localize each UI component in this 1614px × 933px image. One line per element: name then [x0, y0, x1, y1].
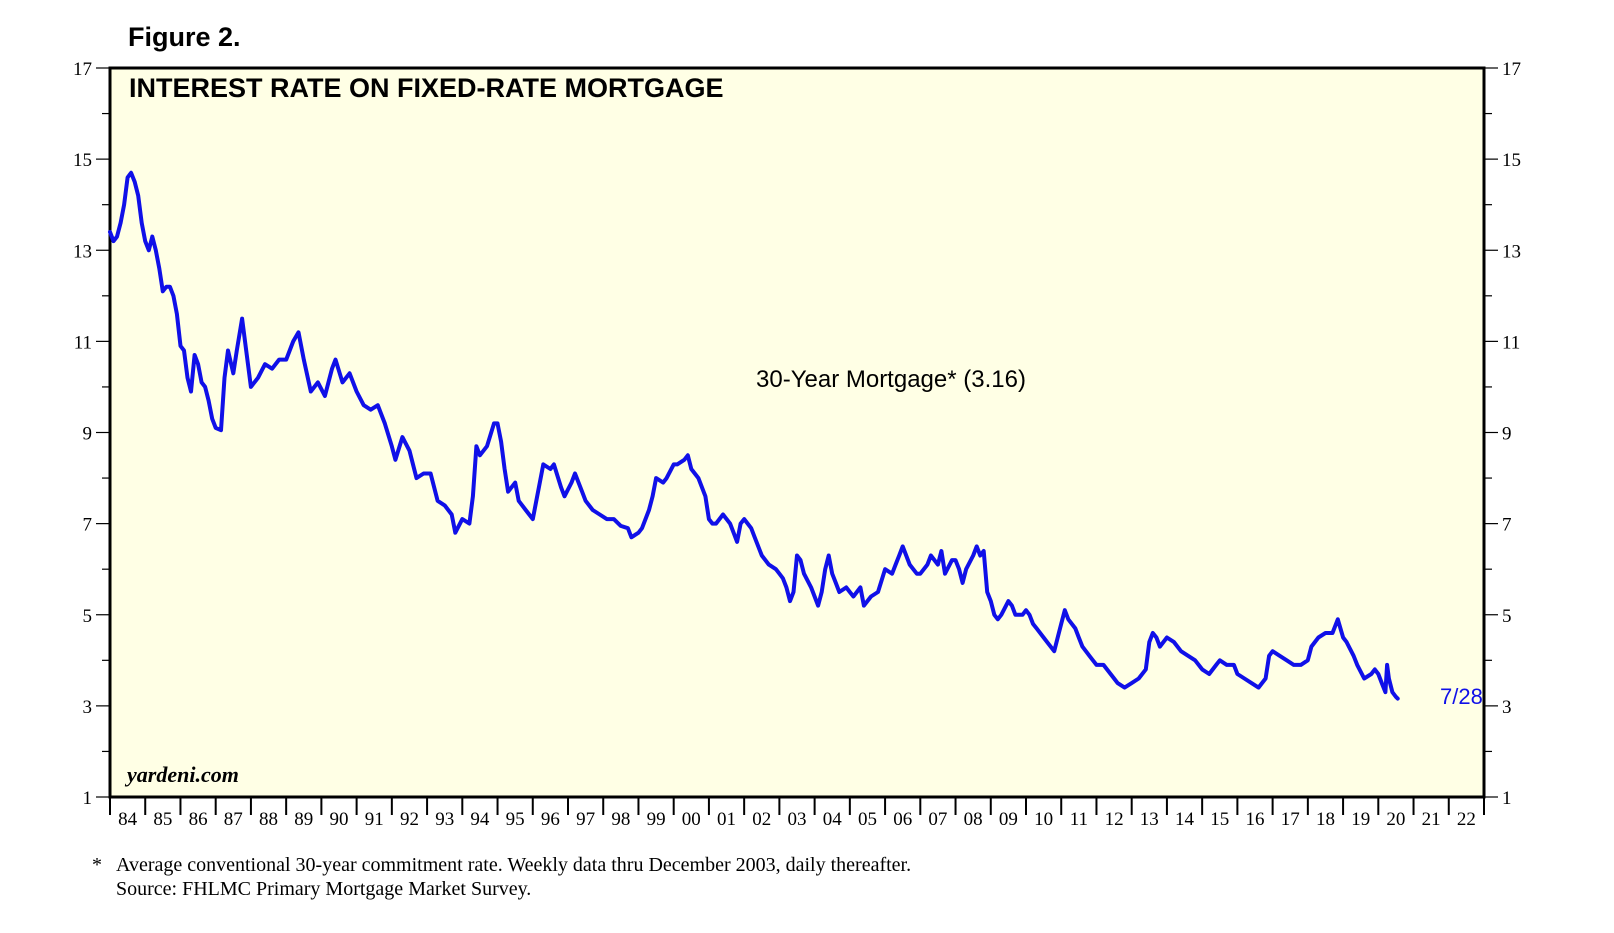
x-tick-label: 18: [1316, 809, 1335, 830]
x-tick-label: 22: [1457, 809, 1476, 830]
x-tick-label: 87: [224, 809, 243, 830]
plot-area: [108, 66, 1486, 799]
y-tick-label-right: 7: [1502, 515, 1512, 536]
footnote-marker: *: [92, 854, 102, 876]
footnote: * Average conventional 30-year commitment…: [92, 853, 911, 901]
x-tick-label: 07: [928, 809, 947, 830]
x-tick-label: 02: [752, 809, 771, 830]
footnote-text: Average conventional 30-year commitment …: [116, 854, 912, 876]
y-tick-label-left: 5: [83, 606, 93, 627]
x-tick-label: 12: [1105, 809, 1124, 830]
end-date-label: 7/28: [1440, 684, 1483, 709]
x-tick-label: 01: [717, 809, 736, 830]
x-tick-label: 03: [788, 809, 807, 830]
x-tick-label: 99: [647, 809, 666, 830]
y-tick-label-left: 17: [73, 59, 92, 80]
x-tick-label: 90: [330, 809, 349, 830]
y-tick-label-left: 1: [83, 788, 93, 809]
x-tick-label: 95: [506, 809, 525, 830]
y-tick-label-right: 9: [1502, 424, 1512, 445]
x-tick-label: 89: [294, 809, 313, 830]
x-tick-label: 96: [541, 809, 560, 830]
series-annotation: 30-Year Mortgage* (3.16): [756, 366, 1026, 393]
x-tick-label: 13: [1140, 809, 1159, 830]
x-tick-label: 21: [1422, 809, 1441, 830]
y-tick-label-right: 13: [1502, 241, 1521, 262]
x-tick-label: 16: [1246, 809, 1265, 830]
y-tick-label-left: 7: [83, 515, 93, 536]
x-tick-label: 98: [611, 809, 630, 830]
series-line-30-year-mortgage: [108, 170, 1400, 701]
y-tick-label-right: 15: [1502, 150, 1521, 171]
x-tick-label: 92: [400, 809, 419, 830]
y-tick-label-right: 5: [1502, 606, 1512, 627]
x-tick-label: 04: [823, 809, 843, 830]
y-tick-label-right: 3: [1502, 697, 1512, 718]
x-tick-label: 06: [893, 809, 912, 830]
y-tick-label-left: 11: [74, 332, 92, 353]
x-tick-label: 97: [576, 809, 595, 830]
figure-label: Figure 2.: [128, 22, 241, 52]
y-tick-label-right: 11: [1502, 332, 1520, 353]
x-tick-label: 15: [1210, 809, 1229, 830]
y-tick-label-left: 15: [73, 150, 92, 171]
chart-title: INTEREST RATE ON FIXED-RATE MORTGAGE: [129, 73, 724, 103]
x-tick-label: 94: [470, 809, 490, 830]
y-tick-label-right: 17: [1502, 59, 1521, 80]
x-tick-label: 09: [999, 809, 1018, 830]
source-line: Source: FHLMC Primary Mortgage Market Su…: [116, 878, 532, 900]
x-tick-label: 88: [259, 809, 278, 830]
x-tick-label: 05: [858, 809, 877, 830]
y-tick-label-left: 3: [83, 697, 93, 718]
x-tick-label: 08: [964, 809, 983, 830]
x-axis: 84 85 86 87 88 89 90 91 92 93 94 95 96 97 98 99 00 01 02 03…: [109, 797, 1485, 830]
x-tick-label: 17: [1281, 809, 1300, 830]
x-tick-label: 14: [1175, 809, 1195, 830]
watermark-text: yardeni.com: [124, 762, 239, 787]
x-tick-label: 10: [1034, 809, 1053, 830]
x-tick-label: 86: [189, 809, 208, 830]
x-tick-label: 84: [118, 809, 138, 830]
footnote-line: * Average conventional 30-year commitment…: [92, 853, 911, 877]
x-tick-label: 11: [1070, 809, 1088, 830]
y-tick-label-left: 9: [83, 424, 93, 445]
x-tick-label: 85: [153, 809, 172, 830]
y-tick-label-right: 1: [1502, 788, 1512, 809]
y-tick-label-left: 13: [73, 241, 92, 262]
x-tick-label: 00: [682, 809, 701, 830]
x-tick-label: 91: [365, 809, 384, 830]
x-tick-label: 19: [1351, 809, 1370, 830]
x-tick-label: 93: [435, 809, 454, 830]
x-tick-label: 20: [1386, 809, 1405, 830]
